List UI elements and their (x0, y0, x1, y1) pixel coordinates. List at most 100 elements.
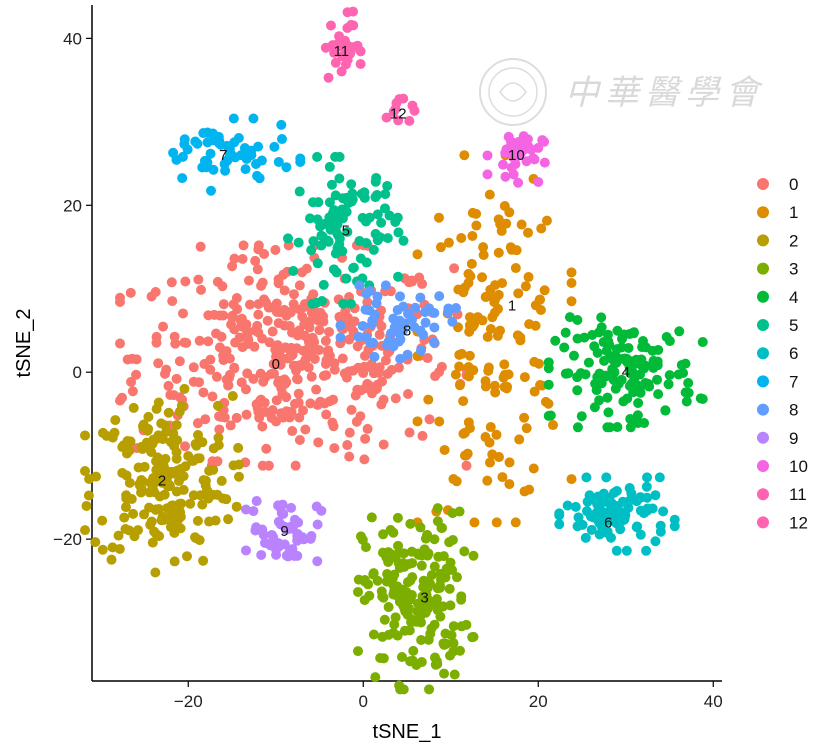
point (450, 369, 461, 380)
point (307, 197, 318, 208)
watermark-seal-icon (479, 58, 547, 126)
point (459, 546, 470, 557)
point (422, 603, 433, 614)
point (161, 364, 172, 375)
point (321, 370, 332, 381)
point (370, 192, 381, 203)
point (577, 519, 588, 530)
point (471, 220, 482, 231)
point (368, 368, 379, 379)
point (617, 333, 628, 344)
point (353, 646, 363, 657)
point (146, 446, 157, 457)
point (160, 420, 171, 431)
point (602, 422, 613, 433)
point (198, 555, 209, 566)
point (143, 411, 154, 422)
point (205, 354, 216, 365)
point (444, 583, 455, 594)
point (390, 393, 401, 404)
point (508, 137, 519, 148)
point (137, 421, 148, 432)
legend-key (757, 234, 769, 247)
point (281, 377, 292, 388)
point (311, 297, 322, 308)
legend-label: 5 (789, 316, 798, 335)
point (218, 299, 229, 310)
point (167, 296, 178, 307)
point (355, 411, 366, 422)
point (416, 634, 427, 645)
point (241, 324, 252, 335)
point (338, 298, 349, 309)
point (192, 515, 203, 526)
point (166, 277, 177, 288)
point (539, 285, 550, 296)
point (315, 307, 326, 318)
legend-key (757, 347, 769, 360)
point (267, 326, 278, 337)
point (460, 427, 471, 438)
point (281, 162, 292, 173)
point (221, 494, 232, 505)
point (368, 568, 379, 579)
point (404, 603, 415, 614)
point (163, 407, 174, 418)
point (484, 189, 495, 200)
point (434, 291, 445, 302)
point (480, 376, 491, 387)
point (429, 534, 440, 545)
point (326, 179, 337, 190)
point (207, 391, 218, 402)
point (335, 320, 346, 331)
point (176, 400, 187, 411)
point (345, 298, 356, 309)
point (499, 369, 510, 380)
point (429, 561, 440, 572)
point (158, 321, 169, 332)
point (174, 392, 185, 403)
point (395, 291, 406, 302)
legend-key (757, 178, 769, 190)
point (423, 394, 434, 405)
point (192, 138, 203, 149)
point (366, 512, 377, 523)
point (506, 162, 517, 173)
point (382, 180, 393, 191)
point (491, 429, 502, 440)
point (266, 529, 277, 540)
point (300, 424, 311, 435)
point (420, 317, 431, 328)
point (273, 541, 284, 552)
point (389, 322, 400, 333)
point (178, 471, 189, 482)
point (320, 42, 331, 53)
point (416, 560, 427, 571)
point (472, 312, 483, 323)
point (306, 371, 317, 382)
point (451, 572, 462, 583)
point (423, 634, 434, 645)
point (390, 103, 401, 114)
point (533, 358, 544, 369)
point (129, 531, 140, 542)
point (339, 35, 350, 46)
point (257, 421, 268, 432)
point (601, 472, 612, 483)
point (395, 559, 406, 570)
point (227, 261, 238, 272)
point (602, 329, 613, 340)
point (359, 350, 370, 361)
point (236, 150, 247, 161)
point (253, 299, 264, 310)
point (147, 537, 158, 548)
point (499, 382, 510, 393)
series-6 (554, 472, 680, 556)
point (308, 236, 319, 247)
point (402, 349, 413, 360)
point (489, 380, 500, 391)
point (540, 396, 551, 407)
point (149, 487, 160, 498)
